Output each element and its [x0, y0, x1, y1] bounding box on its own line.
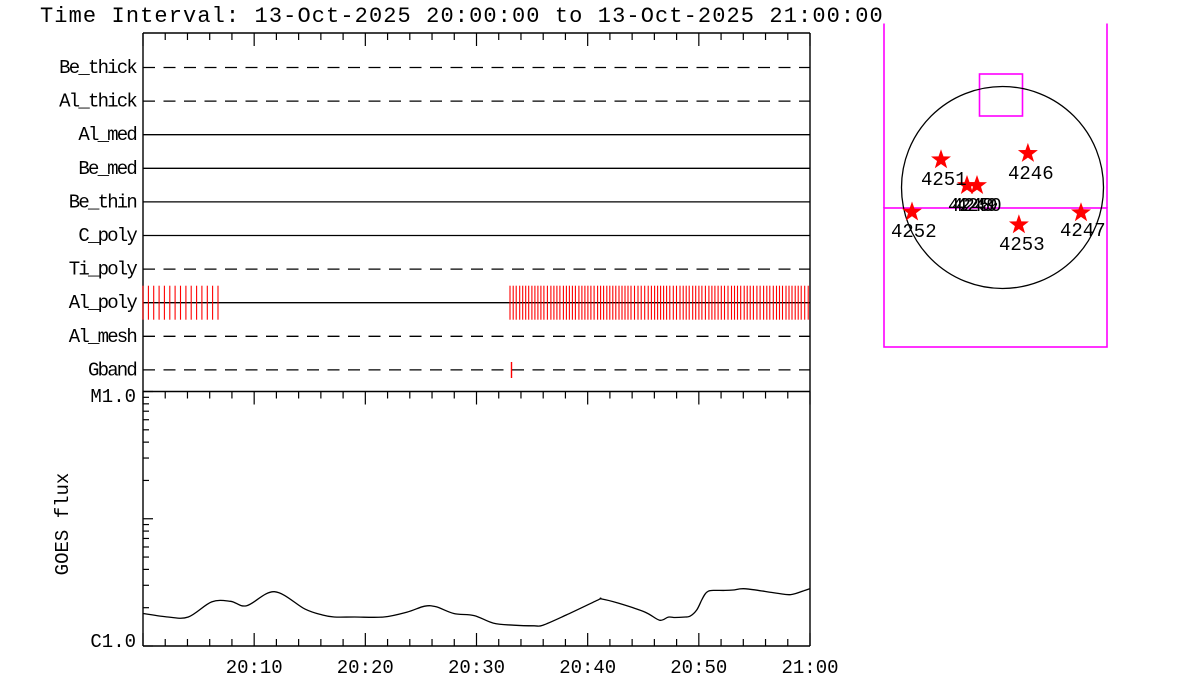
- svg-text:C_poly: C_poly: [78, 225, 137, 247]
- svg-text:4247: 4247: [1060, 220, 1106, 242]
- svg-text:20:20: 20:20: [337, 657, 394, 679]
- svg-text:20:40: 20:40: [559, 657, 616, 679]
- svg-text:4252: 4252: [891, 221, 937, 243]
- svg-text:M1.0: M1.0: [90, 386, 136, 408]
- svg-text:4253: 4253: [999, 234, 1045, 256]
- svg-text:Be_thin: Be_thin: [69, 191, 137, 213]
- svg-text:Al_thick: Al_thick: [59, 91, 137, 113]
- svg-text:Be_med: Be_med: [78, 158, 136, 180]
- svg-text:Time Interval: 13-Oct-2025 20:: Time Interval: 13-Oct-2025 20:00:00 to 1…: [40, 4, 884, 29]
- svg-text:Al_med: Al_med: [78, 124, 136, 146]
- svg-text:20:10: 20:10: [226, 657, 283, 679]
- svg-text:Gband: Gband: [88, 359, 136, 381]
- svg-text:4246: 4246: [1008, 163, 1054, 185]
- svg-text:4251: 4251: [921, 169, 967, 191]
- svg-text:Al_mesh: Al_mesh: [69, 326, 137, 348]
- svg-text:20:50: 20:50: [670, 657, 727, 679]
- svg-text:20:30: 20:30: [448, 657, 505, 679]
- svg-text:21:00: 21:00: [781, 657, 838, 679]
- svg-text:Ti_poly: Ti_poly: [69, 259, 138, 281]
- svg-text:GOES flux: GOES flux: [52, 473, 74, 576]
- svg-text:4250: 4250: [956, 195, 1002, 217]
- svg-text:Be_thick: Be_thick: [59, 57, 137, 79]
- svg-text:Al_poly: Al_poly: [69, 292, 138, 314]
- svg-text:C1.0: C1.0: [90, 631, 136, 653]
